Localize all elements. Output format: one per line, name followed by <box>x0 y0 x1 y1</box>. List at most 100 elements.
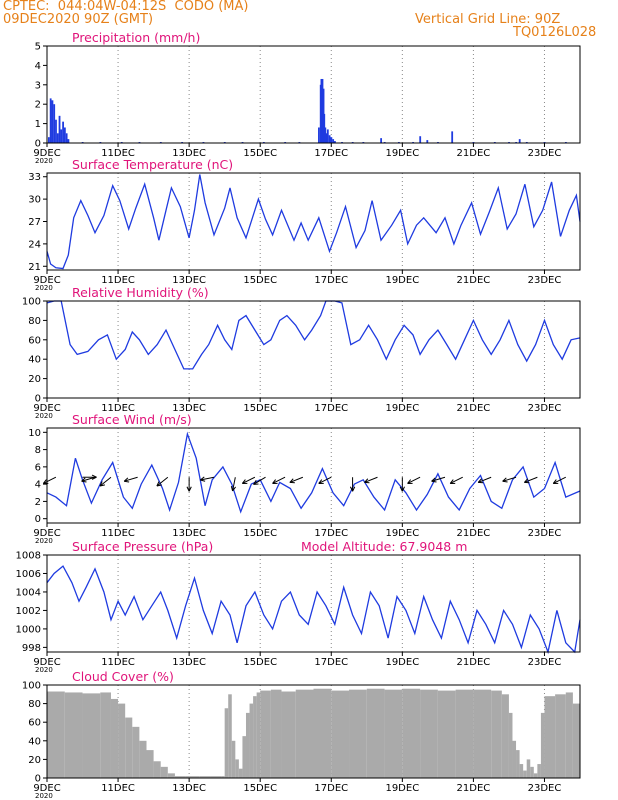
cloud-cover-bar <box>110 698 119 778</box>
cloud-cover-bar <box>491 690 502 778</box>
pressure-panel: 998 1000 1002 1004 1006 1008 9DEC 11DEC 13DEC 15D… <box>16 539 581 674</box>
y-tick-label: 1004 <box>16 587 41 598</box>
wind-arrow <box>502 476 517 483</box>
precip-bar <box>518 139 521 143</box>
precip-bar <box>332 139 335 143</box>
pressure-frame <box>46 554 581 653</box>
precip-bar <box>326 129 329 143</box>
y-tick-label: 1008 <box>16 551 41 562</box>
y-tick-label: 40 <box>28 355 41 366</box>
wind-arrow <box>523 476 538 484</box>
x-tick-label: 19DEC <box>385 528 419 539</box>
precip-bar <box>325 133 328 143</box>
y-tick-label: 80 <box>28 316 41 327</box>
humidity-panel: 0 20 40 60 80 100 9DEC 11DEC 13DEC 15DEC 17DEC 19DE… <box>22 285 581 420</box>
x-tick-label: 21DEC <box>457 657 491 668</box>
precip-bar <box>49 98 52 143</box>
x-tick-label: 11DEC <box>101 148 135 159</box>
precip-bar <box>63 127 66 143</box>
cloud-cover-bar <box>146 750 154 778</box>
y-tick-label: 5 <box>35 42 41 53</box>
y-tick-label: 0 <box>35 774 41 785</box>
cloud-cover-bar <box>199 776 211 778</box>
x-tick-label: 19DEC <box>385 657 419 668</box>
temperature-line <box>46 174 581 270</box>
y-tick-label: 1000 <box>16 624 41 635</box>
x-tick-label: 13DEC <box>172 528 206 539</box>
wind-arrow <box>81 476 96 483</box>
x-tick-label: 13DEC <box>172 657 206 668</box>
year-label: 2020 <box>35 792 53 800</box>
cloud-cover-bar <box>174 776 183 778</box>
pressure-title: Surface Pressure (hPa) <box>72 539 213 554</box>
wind-arrow <box>186 477 192 492</box>
y-tick-label: 8 <box>35 445 41 456</box>
x-tick-label: 9DEC <box>33 528 60 539</box>
precip-bar <box>58 115 61 143</box>
y-tick-label: 4 <box>35 61 41 72</box>
x-tick-label: 23DEC <box>528 148 562 159</box>
cloud-cover-bar <box>512 740 517 778</box>
cloud-cover-bar <box>565 692 573 778</box>
cloud-cover-bar <box>238 768 243 778</box>
x-tick-label: 23DEC <box>528 783 562 794</box>
cloud-cover-bar <box>231 740 236 778</box>
cloud-cover-bar <box>47 691 65 778</box>
precip-bar <box>451 131 454 143</box>
x-tick-label: 21DEC <box>457 403 491 414</box>
cloud-cover-bar <box>508 712 513 778</box>
x-tick-label: 19DEC <box>385 403 419 414</box>
year-label: 2020 <box>35 537 53 545</box>
wind-arrow <box>241 476 256 484</box>
precip-bar <box>380 138 383 143</box>
x-tick-label: 9DEC <box>33 403 60 414</box>
x-tick-label: 19DEC <box>385 275 419 286</box>
x-tick-label: 23DEC <box>528 275 562 286</box>
x-tick-label: 19DEC <box>385 783 419 794</box>
year-label: 2020 <box>35 666 53 674</box>
cloud-cover-bar <box>249 703 254 778</box>
cloud-cover-bar <box>437 690 456 778</box>
x-tick-label: 15DEC <box>243 657 277 668</box>
y-tick-label: 60 <box>28 718 41 729</box>
wind-arrow <box>407 476 421 484</box>
cloud-cover-bar <box>295 689 314 778</box>
y-tick-label: 6 <box>35 462 41 473</box>
precip-bar <box>51 100 54 143</box>
x-tick-label: 17DEC <box>314 148 348 159</box>
wind-frame <box>46 427 581 524</box>
wind-arrow <box>272 476 286 484</box>
cloud-cover-bar <box>501 694 509 778</box>
cloud-cover-frame <box>46 684 581 779</box>
precip-bar <box>62 121 64 143</box>
cloud-cover-bar <box>384 689 403 778</box>
y-tick-label: 20 <box>28 755 41 766</box>
cloud-cover-bar <box>139 740 147 778</box>
precip-bar <box>53 104 56 143</box>
cloud-cover-bar <box>100 692 111 778</box>
precip-bar <box>47 137 50 143</box>
wind-arrow <box>431 476 446 483</box>
x-tick-label: 21DEC <box>457 528 491 539</box>
x-tick-label: 23DEC <box>528 403 562 414</box>
run-date-header: 09DEC2020 90Z (GMT) <box>3 12 154 27</box>
x-tick-label: 21DEC <box>457 275 491 286</box>
cloud-cover-bar <box>473 689 492 778</box>
precip-bar <box>56 133 59 143</box>
precip-bar <box>328 135 331 143</box>
year-label: 2020 <box>35 412 53 420</box>
precipitation-frame <box>46 45 581 144</box>
y-tick-label: 100 <box>22 681 41 692</box>
y-tick-label: 0 <box>35 514 41 525</box>
cloud-cover-bar <box>519 764 524 778</box>
x-tick-label: 23DEC <box>528 657 562 668</box>
y-tick-label: 2 <box>35 497 41 508</box>
x-tick-label: 9DEC <box>33 148 60 159</box>
cloud-cover-bar <box>572 703 580 778</box>
cloud-cover-bar <box>210 776 222 778</box>
wind-arrow <box>99 476 112 487</box>
wind-panel: 0 2 4 6 8 10 9DEC 11DEC 13DEC 15DEC 17DEC 19DEC 21DE… <box>28 412 581 545</box>
precipitation-title: Precipitation (mm/h) <box>72 30 200 45</box>
y-tick-label: 100 <box>22 297 41 308</box>
